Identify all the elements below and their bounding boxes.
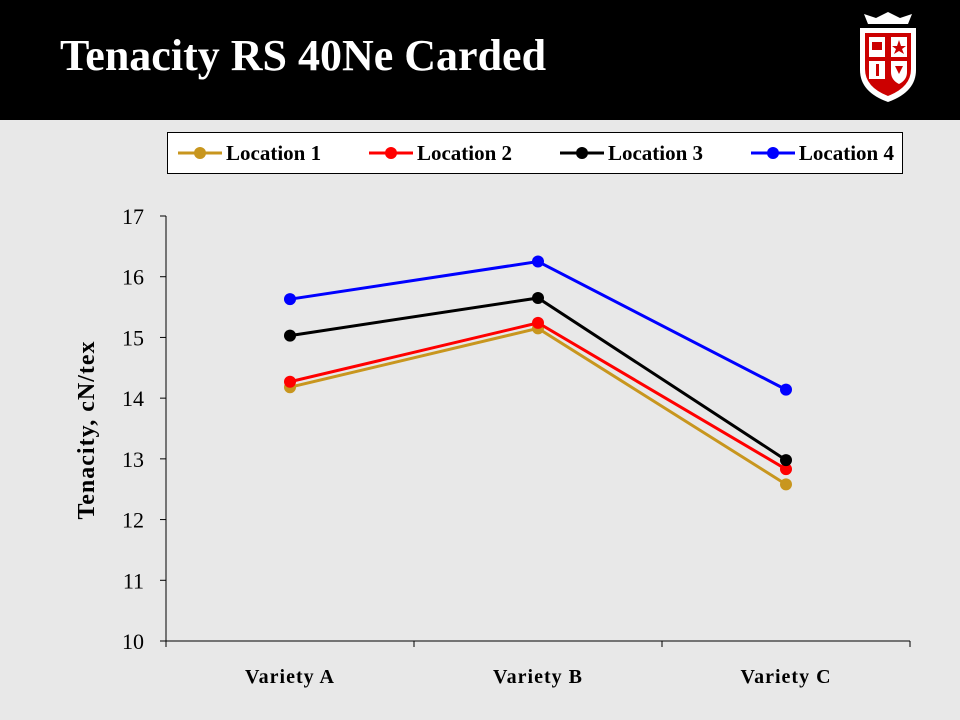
legend-item-location-1: Location 1 <box>178 141 321 166</box>
title-bar: Tenacity RS 40Ne Carded <box>0 0 960 120</box>
y-tick-label: 13 <box>122 447 144 472</box>
series-location-2 <box>284 316 792 476</box>
y-tick-label: 17 <box>122 204 144 229</box>
legend-label: Location 1 <box>226 140 322 165</box>
legend-swatch <box>559 147 604 159</box>
y-tick-label: 14 <box>122 386 144 411</box>
series-line <box>289 321 787 471</box>
data-point <box>532 316 544 329</box>
data-point <box>780 463 792 476</box>
page-title: Tenacity RS 40Ne Carded <box>60 31 547 80</box>
x-category-label: Variety B <box>493 666 583 688</box>
legend-swatch <box>368 147 413 159</box>
y-tick-label: 15 <box>122 325 144 350</box>
series-location-4 <box>284 255 792 396</box>
university-shield-icon <box>860 12 916 102</box>
legend-swatch <box>178 147 222 159</box>
legend-item-location-2: Location 2 <box>368 140 513 166</box>
data-point <box>532 255 544 268</box>
y-tick-label: 16 <box>122 265 144 290</box>
chart-axes <box>165 216 910 642</box>
data-point <box>284 293 296 306</box>
legend-label: Location 3 <box>607 140 704 165</box>
chart-legend: Location 1 Location 2 Location 3 Locatio… <box>167 132 903 174</box>
data-point <box>284 375 296 388</box>
data-point <box>284 329 296 342</box>
y-axis-title: Tenacity, cN/tex <box>74 340 100 519</box>
x-category-label: Variety C <box>740 666 831 688</box>
y-tick-label: 11 <box>123 568 144 593</box>
data-point <box>780 383 792 396</box>
series-location-3 <box>284 291 792 467</box>
series-location-1 <box>284 322 792 491</box>
y-tick-label: 12 <box>122 508 144 533</box>
legend-swatch <box>750 147 795 159</box>
y-tick-label: 10 <box>122 629 144 654</box>
chart-series <box>284 255 792 491</box>
data-point <box>780 478 792 491</box>
data-point <box>532 291 544 304</box>
legend-label: Location 4 <box>798 140 894 165</box>
data-point <box>780 454 792 467</box>
legend-item-location-4: Location 4 <box>750 140 894 166</box>
x-axis-ticks: Variety A Variety B Variety C <box>165 641 911 688</box>
legend-label: Location 2 <box>416 140 513 165</box>
x-category-label: Variety A <box>245 666 335 688</box>
y-axis-ticks: 10 11 12 13 14 15 16 17 <box>122 204 166 654</box>
legend-item-location-3: Location 3 <box>559 140 704 166</box>
